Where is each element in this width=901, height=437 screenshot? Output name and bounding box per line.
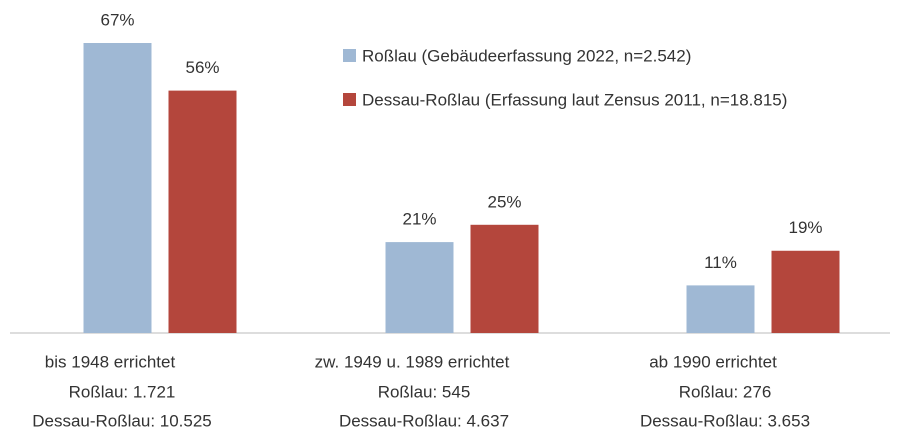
bar — [771, 250, 840, 333]
category-detail: Roßlau: 1.721 — [69, 382, 176, 401]
value-label: 25% — [487, 192, 521, 211]
legend-label: Dessau-Roßlau (Erfassung laut Zensus 201… — [362, 90, 787, 109]
bar — [686, 285, 755, 333]
bar — [385, 242, 454, 333]
category-label: zw. 1949 u. 1989 errichtet — [315, 352, 510, 371]
category-detail: Roßlau: 276 — [679, 382, 772, 401]
bar — [83, 43, 152, 333]
category-detail: Roßlau: 545 — [378, 382, 471, 401]
legend-label: Roßlau (Gebäudeerfassung 2022, n=2.542) — [362, 46, 691, 65]
category-detail: Dessau-Roßlau: 10.525 — [32, 411, 212, 430]
bar — [168, 90, 237, 333]
category-label: ab 1990 errichtet — [649, 352, 777, 371]
legend-swatch — [343, 49, 356, 62]
value-label: 11% — [704, 253, 737, 272]
value-label: 56% — [185, 58, 219, 77]
category-label: bis 1948 errichtet — [45, 352, 176, 371]
legend-swatch — [343, 93, 356, 106]
value-label: 21% — [402, 210, 436, 229]
value-label: 67% — [100, 10, 134, 29]
bar — [470, 224, 539, 333]
value-label: 19% — [788, 218, 822, 237]
category-detail: Dessau-Roßlau: 3.653 — [640, 411, 810, 430]
category-detail: Dessau-Roßlau: 4.637 — [339, 411, 509, 430]
